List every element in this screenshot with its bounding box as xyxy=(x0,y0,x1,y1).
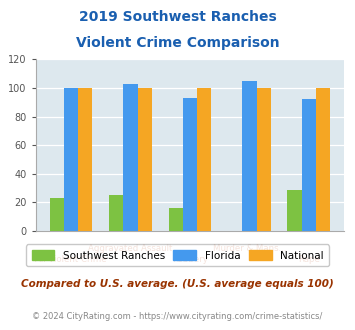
Bar xyxy=(316,88,330,231)
Bar xyxy=(123,84,138,231)
Text: Murder & Mans...: Murder & Mans... xyxy=(213,244,286,253)
Bar xyxy=(64,88,78,231)
Text: All Violent Crime: All Violent Crime xyxy=(35,255,107,264)
Bar xyxy=(197,88,211,231)
Legend: Southwest Ranches, Florida, National: Southwest Ranches, Florida, National xyxy=(26,245,329,266)
Bar xyxy=(302,99,316,231)
Text: 2019 Southwest Ranches: 2019 Southwest Ranches xyxy=(78,10,277,24)
Bar xyxy=(78,88,92,231)
Bar xyxy=(109,195,123,231)
Bar xyxy=(242,81,257,231)
Text: Robbery: Robbery xyxy=(172,255,208,264)
Text: Compared to U.S. average. (U.S. average equals 100): Compared to U.S. average. (U.S. average … xyxy=(21,279,334,289)
Bar xyxy=(169,208,183,231)
Text: Aggravated Assault: Aggravated Assault xyxy=(88,244,173,253)
Text: Rape: Rape xyxy=(298,255,320,264)
Text: Violent Crime Comparison: Violent Crime Comparison xyxy=(76,36,279,50)
Bar xyxy=(257,88,271,231)
Bar xyxy=(138,88,152,231)
Bar xyxy=(50,198,64,231)
Bar xyxy=(183,98,197,231)
Text: © 2024 CityRating.com - https://www.cityrating.com/crime-statistics/: © 2024 CityRating.com - https://www.city… xyxy=(32,312,323,321)
Bar xyxy=(288,189,302,231)
